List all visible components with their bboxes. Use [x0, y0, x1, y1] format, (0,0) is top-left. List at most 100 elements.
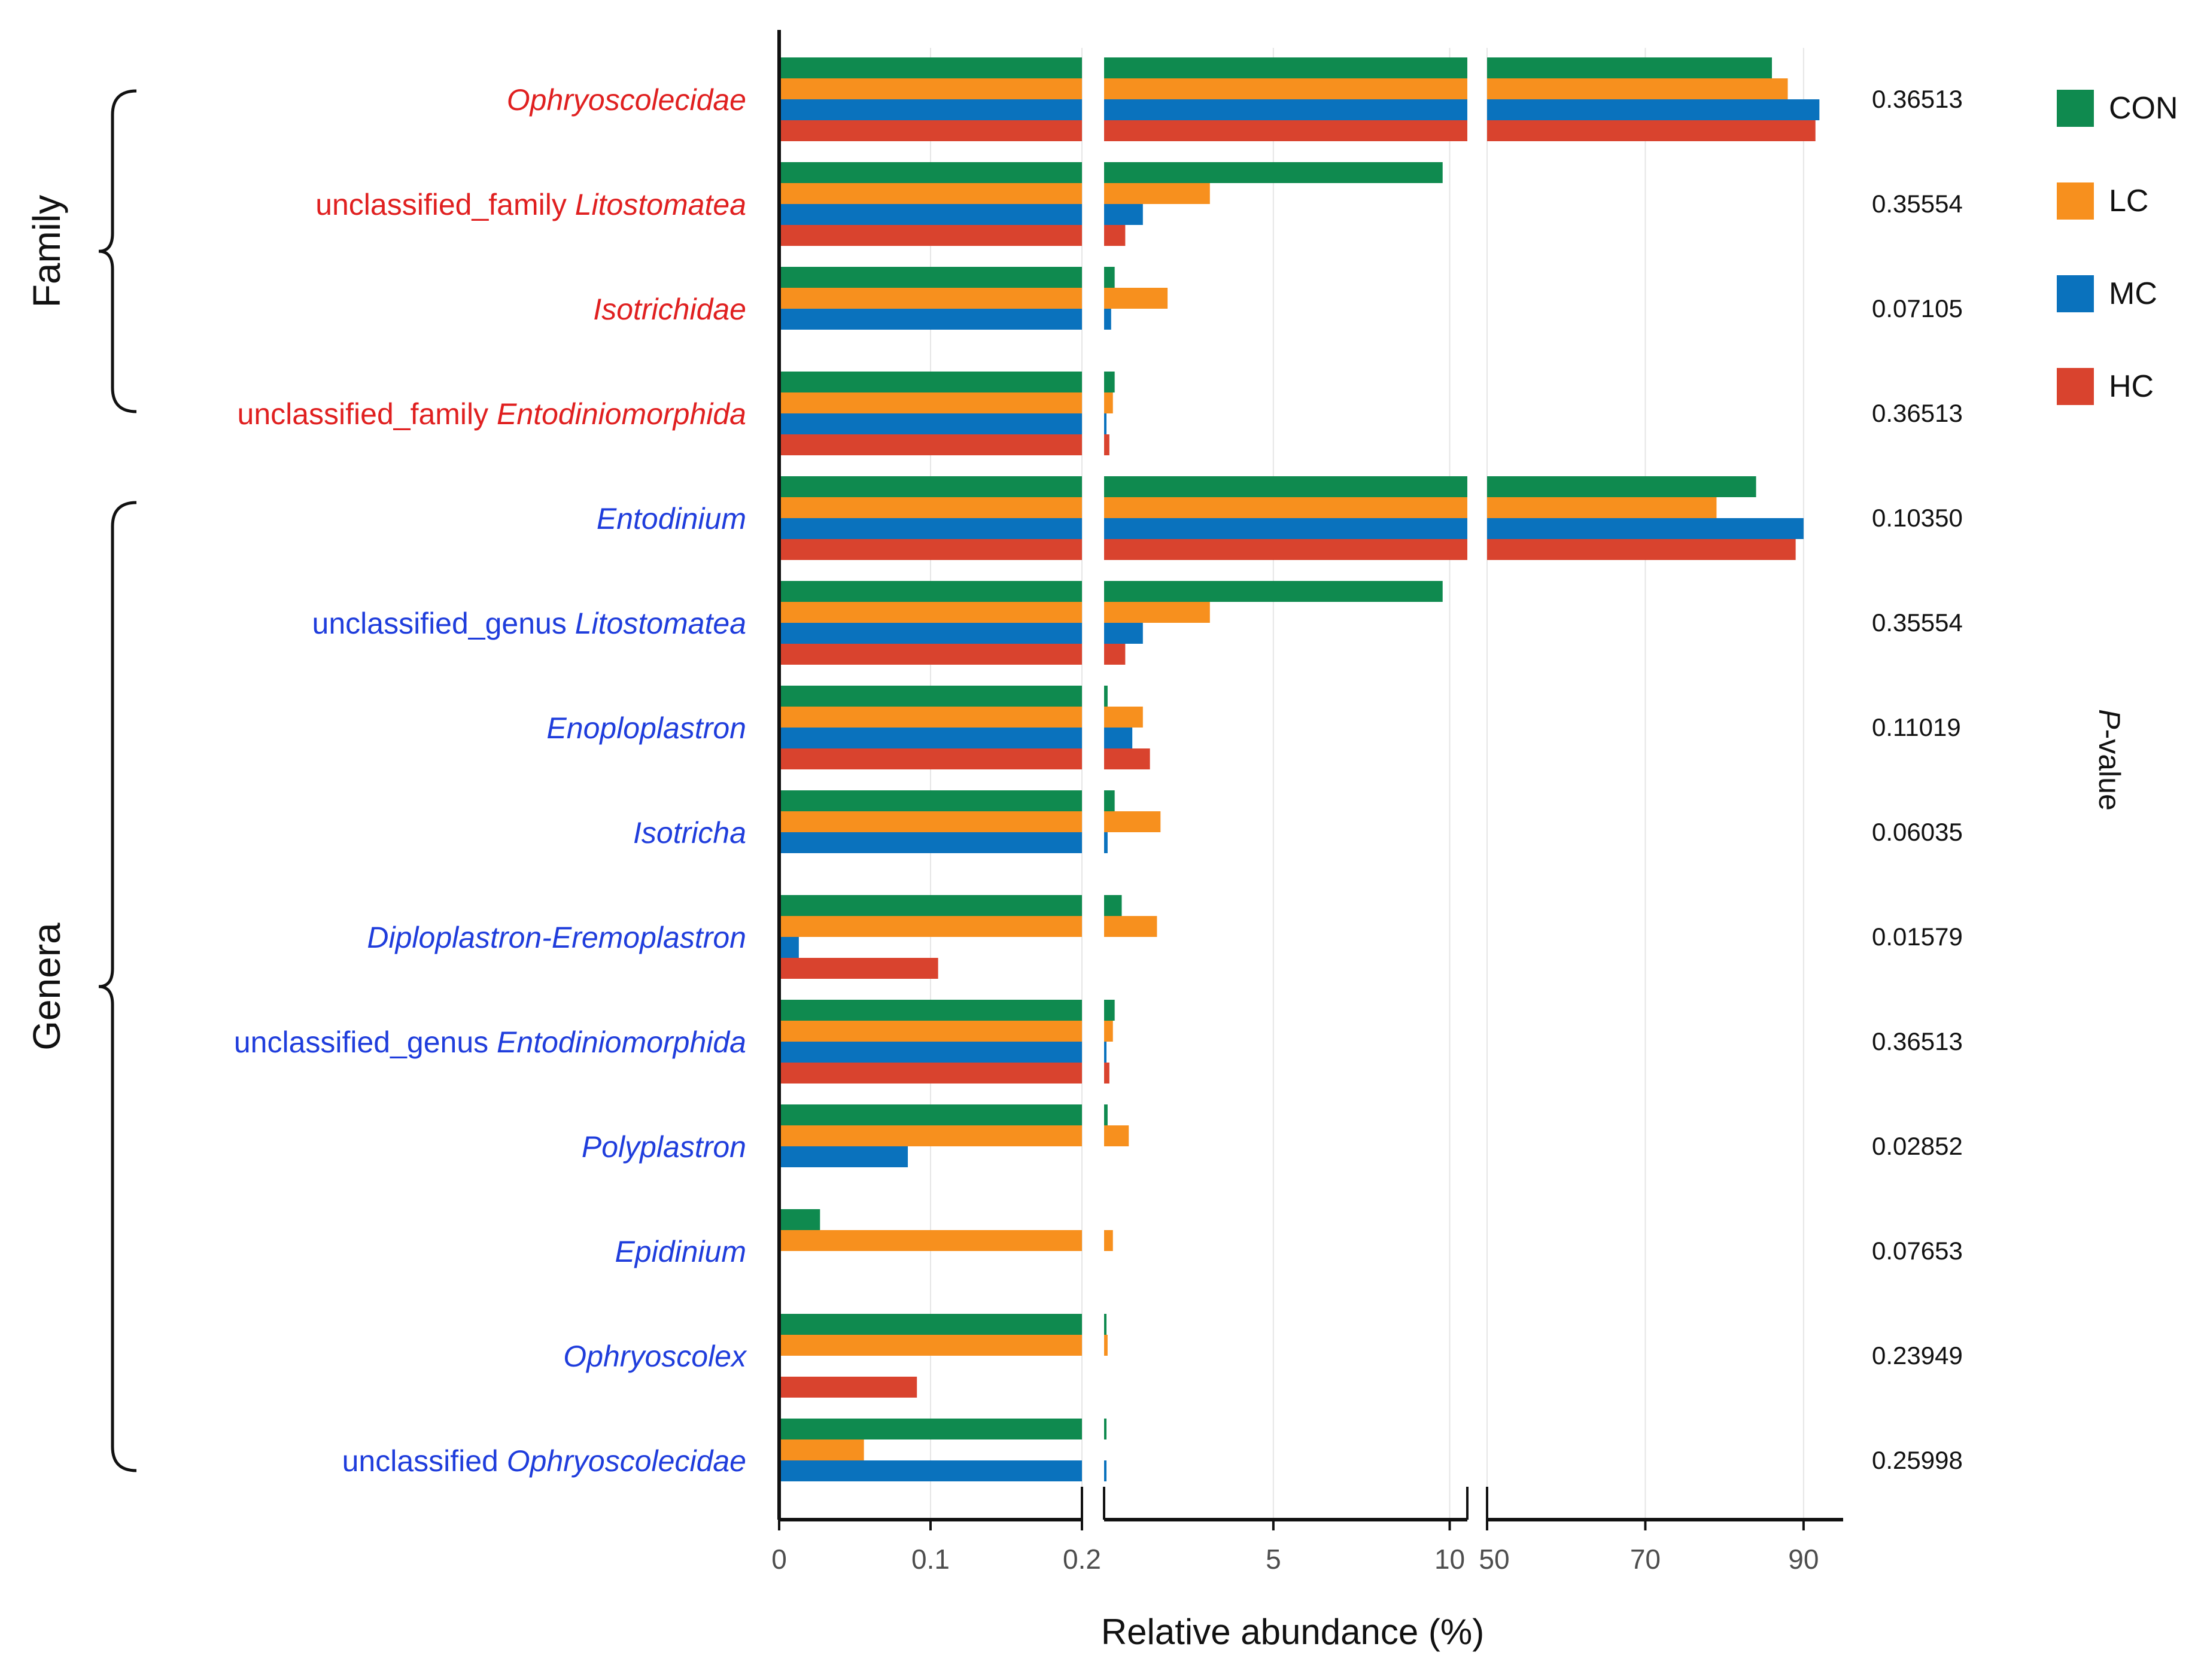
- bar-lc-row-9-seg-2: [1104, 916, 1157, 937]
- bar-con-row-2-seg-1: [779, 162, 1082, 183]
- x-axis-title: Relative abundance (%): [1101, 1612, 1484, 1652]
- bar-mc-row-14-seg-1: [779, 1460, 1082, 1481]
- bar-con-row-13-seg-1: [779, 1314, 1082, 1335]
- p-value: 0.36513: [1872, 399, 1963, 427]
- bar-hc-row-4-seg-1: [779, 434, 1082, 455]
- x-tick-label: 5: [1266, 1544, 1281, 1575]
- p-value: 0.23949: [1872, 1341, 1963, 1369]
- bar-hc-row-4-seg-2: [1104, 434, 1109, 455]
- bar-mc-row-7-seg-1: [779, 728, 1082, 748]
- p-value: 0.07105: [1872, 294, 1963, 322]
- bar-hc-row-9-seg-1: [779, 958, 938, 979]
- x-tick-label: 10: [1434, 1544, 1465, 1575]
- bar-con-row-5-seg-3: [1487, 476, 1756, 497]
- bar-mc-row-3-seg-2: [1104, 309, 1111, 330]
- legend-swatch-mc: [2057, 275, 2094, 312]
- bar-con-row-9-seg-1: [779, 895, 1082, 916]
- bar-mc-row-3-seg-1: [779, 309, 1082, 330]
- bar-con-row-11-seg-2: [1104, 1104, 1108, 1125]
- bar-lc-row-10-seg-1: [779, 1021, 1082, 1042]
- bar-lc-row-4-seg-1: [779, 392, 1082, 413]
- bar-mc-row-5-seg-2: [1104, 518, 1467, 539]
- bar-lc-row-1-seg-3: [1487, 78, 1788, 99]
- bar-lc-row-3-seg-1: [779, 288, 1082, 309]
- p-value: 0.02852: [1872, 1132, 1963, 1160]
- bar-hc-row-13-seg-1: [779, 1377, 917, 1398]
- bar-con-row-12-seg-1: [779, 1209, 820, 1230]
- x-tick-label: 0: [771, 1544, 787, 1575]
- legend-swatch-lc: [2057, 182, 2094, 220]
- bar-hc-row-7-seg-1: [779, 748, 1082, 769]
- bar-lc-row-4-seg-2: [1104, 392, 1113, 413]
- bar-hc-row-2-seg-1: [779, 225, 1082, 246]
- bar-con-row-5-seg-2: [1104, 476, 1467, 497]
- bar-lc-row-7-seg-2: [1104, 707, 1143, 728]
- bar-con-row-9-seg-2: [1104, 895, 1122, 916]
- bar-mc-row-11-seg-1: [779, 1146, 908, 1167]
- bar-lc-row-1-seg-1: [779, 78, 1082, 99]
- p-value: 0.36513: [1872, 1027, 1963, 1055]
- category-label: Isotricha: [633, 816, 746, 850]
- x-tick-label: 0.1: [911, 1544, 950, 1575]
- bar-lc-row-11-seg-2: [1104, 1125, 1129, 1146]
- bar-lc-row-2-seg-2: [1104, 183, 1210, 204]
- bar-con-row-1-seg-3: [1487, 57, 1772, 78]
- genera-group-label: Genera: [25, 923, 68, 1051]
- legend-label-lc: LC: [2109, 184, 2148, 218]
- p-value: 0.07653: [1872, 1237, 1963, 1265]
- bar-con-row-8-seg-2: [1104, 790, 1115, 811]
- p-value: 0.25998: [1872, 1446, 1963, 1474]
- bar-lc-row-5-seg-3: [1487, 497, 1717, 518]
- bar-hc-row-10-seg-1: [779, 1063, 1082, 1084]
- x-tick-label: 70: [1630, 1544, 1661, 1575]
- bar-con-row-1-seg-2: [1104, 57, 1467, 78]
- bar-con-row-13-seg-2: [1104, 1314, 1106, 1335]
- category-label: unclassified_genus Entodiniomorphida: [234, 1025, 746, 1059]
- bar-con-row-4-seg-2: [1104, 372, 1115, 392]
- bar-lc-row-1-seg-2: [1104, 78, 1467, 99]
- bar-mc-row-7-seg-2: [1104, 728, 1133, 748]
- bar-mc-row-4-seg-1: [779, 413, 1082, 434]
- x-tick-label: 90: [1788, 1544, 1819, 1575]
- bar-mc-row-2-seg-2: [1104, 204, 1143, 225]
- family-brace: [98, 89, 137, 413]
- p-value: 0.10350: [1872, 504, 1963, 532]
- legend-label-hc: HC: [2109, 369, 2154, 404]
- bar-lc-row-12-seg-1: [779, 1230, 1082, 1251]
- category-label: unclassified_family Entodiniomorphida: [238, 397, 746, 431]
- bar-con-row-14-seg-2: [1104, 1419, 1106, 1439]
- category-label: Enoploplastron: [546, 711, 746, 745]
- bar-lc-row-8-seg-1: [779, 811, 1082, 832]
- bar-lc-row-7-seg-1: [779, 707, 1082, 728]
- bar-mc-row-5-seg-1: [779, 518, 1082, 539]
- bar-con-row-2-seg-2: [1104, 162, 1443, 183]
- category-label: unclassified_family Litostomatea: [315, 188, 746, 221]
- p-value: 0.35554: [1872, 190, 1963, 218]
- category-label: Entodinium: [597, 502, 746, 535]
- bar-con-row-10-seg-1: [779, 1000, 1082, 1021]
- bar-lc-row-5-seg-1: [779, 497, 1082, 518]
- p-value-axis-title: P-value: [2093, 709, 2126, 811]
- category-label: Isotrichidae: [593, 293, 746, 326]
- bar-lc-row-5-seg-2: [1104, 497, 1467, 518]
- bar-mc-row-5-seg-3: [1487, 518, 1804, 539]
- x-tick-label: 0.2: [1063, 1544, 1101, 1575]
- bar-mc-row-1-seg-2: [1104, 99, 1467, 120]
- category-label: unclassified_genus Litostomatea: [312, 607, 746, 640]
- bar-mc-row-14-seg-2: [1104, 1460, 1106, 1481]
- bar-lc-row-9-seg-1: [779, 916, 1082, 937]
- family-group-label: Family: [25, 195, 68, 308]
- bar-hc-row-10-seg-2: [1104, 1063, 1109, 1084]
- bar-mc-row-9-seg-1: [779, 937, 799, 958]
- legend-label-con: CON: [2109, 91, 2178, 126]
- bar-con-row-7-seg-1: [779, 686, 1082, 707]
- category-label: Polyplastron: [582, 1130, 746, 1164]
- legend-label-mc: MC: [2109, 276, 2157, 311]
- bar-mc-row-1-seg-3: [1487, 99, 1820, 120]
- bar-lc-row-3-seg-2: [1104, 288, 1168, 309]
- bar-lc-row-12-seg-2: [1104, 1230, 1113, 1251]
- bar-mc-row-2-seg-1: [779, 204, 1082, 225]
- legend-swatch-con: [2057, 90, 2094, 127]
- bar-hc-row-1-seg-2: [1104, 120, 1467, 141]
- bar-hc-row-5-seg-1: [779, 539, 1082, 560]
